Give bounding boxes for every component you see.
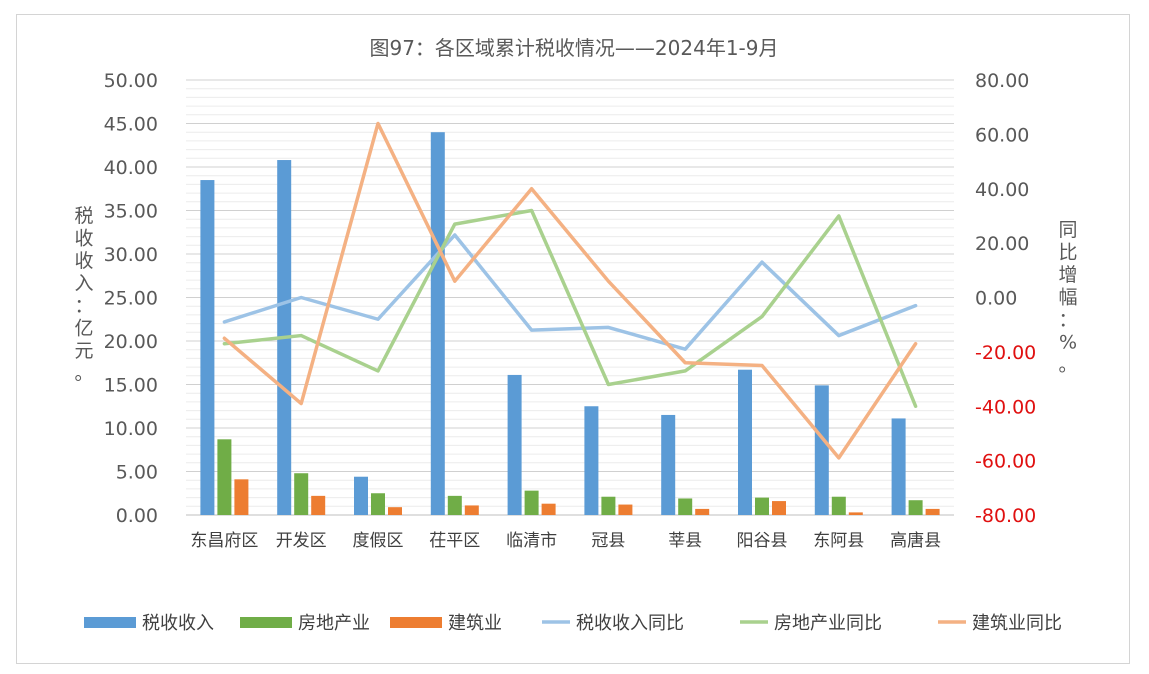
line-税收收入同比	[222, 233, 918, 351]
bar-房地产业-东昌府区	[217, 439, 232, 515]
chart-title: 图97：各区域累计税收情况——2024年1-9月	[369, 36, 778, 60]
line-建筑业同比	[222, 121, 918, 460]
left-axis-title: 税收收入：亿元。	[74, 205, 93, 385]
bar-建筑业-临清市	[541, 503, 556, 515]
bar-房地产业-高唐县	[908, 500, 923, 515]
bar-税收收入-阳谷县	[738, 369, 752, 515]
category-label: 东昌府区	[190, 531, 258, 551]
bar-税收收入-莘县	[661, 414, 676, 515]
right-tick-label: 20.00	[975, 233, 1029, 255]
category-label: 临清市	[506, 531, 557, 551]
bar-建筑业-莘县	[695, 508, 710, 515]
category-label: 莘县	[668, 531, 702, 551]
right-axis-ticks: 80.00 60.00 40.00 20.00 0.00 -20.00 -40.00 -60.…	[975, 70, 1036, 527]
right-axis-title-text: 同比增幅：%。	[1058, 219, 1077, 376]
line-房地产业同比	[222, 208, 918, 408]
left-tick-label: 0.00	[116, 505, 158, 527]
bar-建筑业-茌平区	[464, 505, 479, 515]
category-label: 高唐县	[890, 530, 941, 551]
right-tick-label: -40.00	[975, 396, 1036, 418]
left-tick-label: 10.00	[104, 418, 158, 440]
category-label: 茌平区	[429, 531, 480, 551]
bar-房地产业-阳谷县	[755, 497, 769, 515]
bar-税收收入-度假区	[354, 476, 368, 515]
category-label: 度假区	[353, 531, 404, 551]
bar-税收收入-茌平区	[430, 132, 445, 515]
bar-税收收入-东阿县	[814, 385, 829, 515]
left-axis-ticks: 50.00 45.00 40.00 35.00 30.00 25.00 20.00 15.00…	[104, 70, 158, 527]
legend-label: 建筑业	[448, 613, 502, 634]
right-tick-label: -60.00	[975, 451, 1036, 473]
bar-房地产业-茌平区	[447, 495, 462, 515]
category-label: 开发区	[276, 531, 327, 551]
bar-建筑业-开发区	[311, 495, 326, 515]
legend-swatch-税收收入	[84, 617, 136, 628]
bar-建筑业-东阿县	[848, 512, 863, 515]
legend-label: 建筑业同比	[972, 613, 1062, 634]
right-tick-label: -80.00	[975, 505, 1036, 527]
legend-label: 房地产业同比	[774, 613, 882, 634]
left-tick-label: 20.00	[104, 331, 158, 353]
bar-房地产业-莘县	[678, 498, 693, 515]
bar-税收收入-冠县	[584, 406, 599, 515]
bar-房地产业-冠县	[601, 496, 616, 515]
bar-建筑业-度假区	[388, 507, 402, 515]
right-axis-title: 同比增幅：%。	[1058, 219, 1077, 376]
left-tick-label: 25.00	[104, 288, 158, 310]
bar-房地产业-度假区	[371, 493, 385, 515]
bar-房地产业-开发区	[294, 473, 309, 515]
category-labels: 东昌府区 开发区 度假区 茌平区 临清市 冠县 莘县 阳谷县 东阿县 高唐县	[190, 530, 941, 551]
legend-label: 税收收入同比	[576, 613, 684, 634]
lines	[222, 121, 918, 460]
left-tick-label: 30.00	[104, 244, 158, 266]
legend: 税收收入 房地产业 建筑业 税收收入同比 房地产业同比 建筑业同比	[84, 613, 1062, 634]
bar-税收收入-高唐县	[891, 418, 906, 515]
bar-建筑业-东昌府区	[234, 479, 249, 515]
bar-税收收入-东昌府区	[200, 180, 215, 516]
bar-建筑业-冠县	[618, 504, 633, 515]
right-tick-label: 80.00	[975, 70, 1029, 92]
left-tick-label: 15.00	[104, 375, 158, 397]
bar-税收收入-临清市	[507, 374, 522, 515]
right-tick-label: 60.00	[975, 124, 1029, 146]
legend-label: 房地产业	[298, 613, 370, 634]
bar-建筑业-高唐县	[925, 508, 940, 515]
right-tick-label: 0.00	[975, 288, 1017, 310]
category-label: 阳谷县	[737, 531, 788, 551]
legend-swatch-房地产业	[240, 617, 292, 628]
left-tick-label: 35.00	[104, 201, 158, 223]
category-label: 冠县	[591, 531, 625, 551]
bar-建筑业-阳谷县	[772, 501, 786, 515]
left-tick-label: 40.00	[104, 157, 158, 179]
category-label: 东阿县	[813, 531, 864, 551]
bar-房地产业-东阿县	[831, 496, 846, 515]
right-tick-label: -20.00	[975, 342, 1036, 364]
bar-房地产业-临清市	[524, 490, 539, 515]
left-tick-label: 50.00	[104, 70, 158, 92]
legend-swatch-建筑业	[390, 617, 442, 628]
left-axis-title-text: 税收收入：亿元。	[74, 205, 93, 385]
left-tick-label: 5.00	[116, 462, 158, 484]
right-tick-label: 40.00	[975, 179, 1029, 201]
left-tick-label: 45.00	[104, 114, 158, 136]
legend-label: 税收收入	[142, 613, 214, 634]
